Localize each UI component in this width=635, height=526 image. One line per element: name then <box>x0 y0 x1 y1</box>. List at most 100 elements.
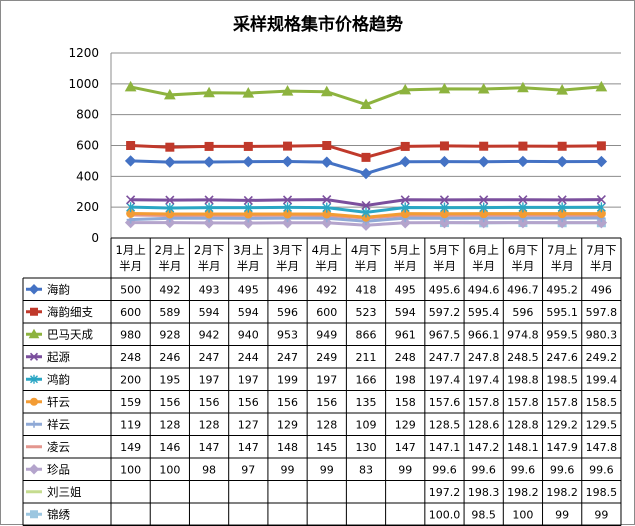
series-巴马天成 <box>126 82 607 109</box>
value-label: 98 <box>202 463 216 476</box>
value-label: 147.1 <box>429 441 461 454</box>
value-label: 199.4 <box>586 373 618 386</box>
category-label: 6月上 <box>469 243 499 257</box>
value-label: 600 <box>316 306 337 319</box>
data-point <box>126 156 136 166</box>
value-label: 248.5 <box>507 351 539 364</box>
data-point <box>166 143 174 151</box>
value-label: 980 <box>120 328 141 341</box>
category-label: 4月上 <box>312 243 342 257</box>
value-label: 119 <box>120 418 141 431</box>
value-label: 247 <box>199 351 220 364</box>
chart-title: 采样规格集市价格趋势 <box>232 14 403 35</box>
value-label: 198.2 <box>507 486 539 499</box>
value-label: 247.7 <box>429 351 461 364</box>
value-label: 100 <box>512 508 533 521</box>
category-label: 1月上 <box>115 243 145 257</box>
series-name: 刘三姐 <box>47 485 82 499</box>
value-label: 500 <box>120 283 141 296</box>
data-point <box>243 157 253 167</box>
series-name: 海韵细支 <box>47 305 93 319</box>
value-label: 147 <box>395 441 416 454</box>
value-label: 495.6 <box>429 283 461 296</box>
value-label: 99 <box>594 508 608 521</box>
value-label: 247 <box>277 351 298 364</box>
y-tick-label: 800 <box>76 108 99 122</box>
value-label: 248 <box>120 351 141 364</box>
value-label: 942 <box>199 328 220 341</box>
value-label: 247.8 <box>468 351 500 364</box>
value-label: 99.6 <box>550 463 575 476</box>
value-label: 494.6 <box>468 283 500 296</box>
value-label: 127 <box>238 418 259 431</box>
category-label: 半月 <box>198 259 221 273</box>
value-label: 198.3 <box>468 486 500 499</box>
category-label: 半月 <box>354 259 377 273</box>
value-label: 495 <box>238 283 259 296</box>
data-point <box>400 157 410 167</box>
value-label: 940 <box>238 328 259 341</box>
value-label: 129.5 <box>586 418 618 431</box>
data-point <box>596 157 606 167</box>
value-label: 157.6 <box>429 396 461 409</box>
value-label: 157.8 <box>546 396 578 409</box>
value-label: 197.4 <box>429 373 461 386</box>
value-label: 128 <box>316 418 337 431</box>
series-海韵细支 <box>127 142 606 162</box>
value-label: 595.1 <box>546 306 578 319</box>
series-name: 祥云 <box>47 417 70 431</box>
value-label: 166 <box>355 373 376 386</box>
value-label: 496.7 <box>507 283 539 296</box>
value-label: 597.2 <box>429 306 461 319</box>
value-label: 156 <box>238 396 259 409</box>
value-label: 109 <box>355 418 376 431</box>
category-label: 半月 <box>511 259 534 273</box>
category-label: 半月 <box>276 259 299 273</box>
data-point <box>283 157 293 167</box>
data-point <box>361 169 371 179</box>
value-label: 98.5 <box>471 508 496 521</box>
value-label: 200 <box>120 373 141 386</box>
legend-key-marker <box>31 398 38 405</box>
value-label: 953 <box>277 328 298 341</box>
value-label: 147.8 <box>586 441 618 454</box>
value-label: 197.2 <box>429 486 461 499</box>
value-label: 523 <box>355 306 376 319</box>
value-label: 594 <box>395 306 416 319</box>
value-label: 129 <box>277 418 298 431</box>
value-label: 966.1 <box>468 328 500 341</box>
data-point <box>480 142 488 150</box>
value-label: 247.6 <box>546 351 578 364</box>
value-label: 147.2 <box>468 441 500 454</box>
value-label: 198 <box>395 373 416 386</box>
data-point <box>519 142 527 150</box>
value-label: 128.8 <box>507 418 539 431</box>
value-label: 158.5 <box>586 396 618 409</box>
value-label: 148.1 <box>507 441 539 454</box>
value-label: 157.8 <box>507 396 539 409</box>
value-label: 980.3 <box>586 328 618 341</box>
value-label: 492 <box>159 283 180 296</box>
value-label: 100 <box>159 463 180 476</box>
value-label: 600 <box>120 306 141 319</box>
value-label: 866 <box>355 328 376 341</box>
series-name: 轩云 <box>47 395 70 409</box>
value-label: 195 <box>159 373 180 386</box>
value-label: 596 <box>277 306 298 319</box>
data-point <box>440 142 448 150</box>
value-label: 495 <box>395 283 416 296</box>
value-label: 198.2 <box>546 486 578 499</box>
category-label: 4月下 <box>351 243 381 257</box>
value-label: 211 <box>355 351 376 364</box>
category-label: 7月下 <box>586 243 616 257</box>
category-label: 半月 <box>590 259 613 273</box>
value-label: 156 <box>159 396 180 409</box>
value-label: 959.5 <box>546 328 578 341</box>
value-label: 594 <box>199 306 220 319</box>
data-table: 1月上半月2月上半月2月下半月3月上半月3月下半月4月上半月4月下半月5月上半月… <box>23 238 621 526</box>
